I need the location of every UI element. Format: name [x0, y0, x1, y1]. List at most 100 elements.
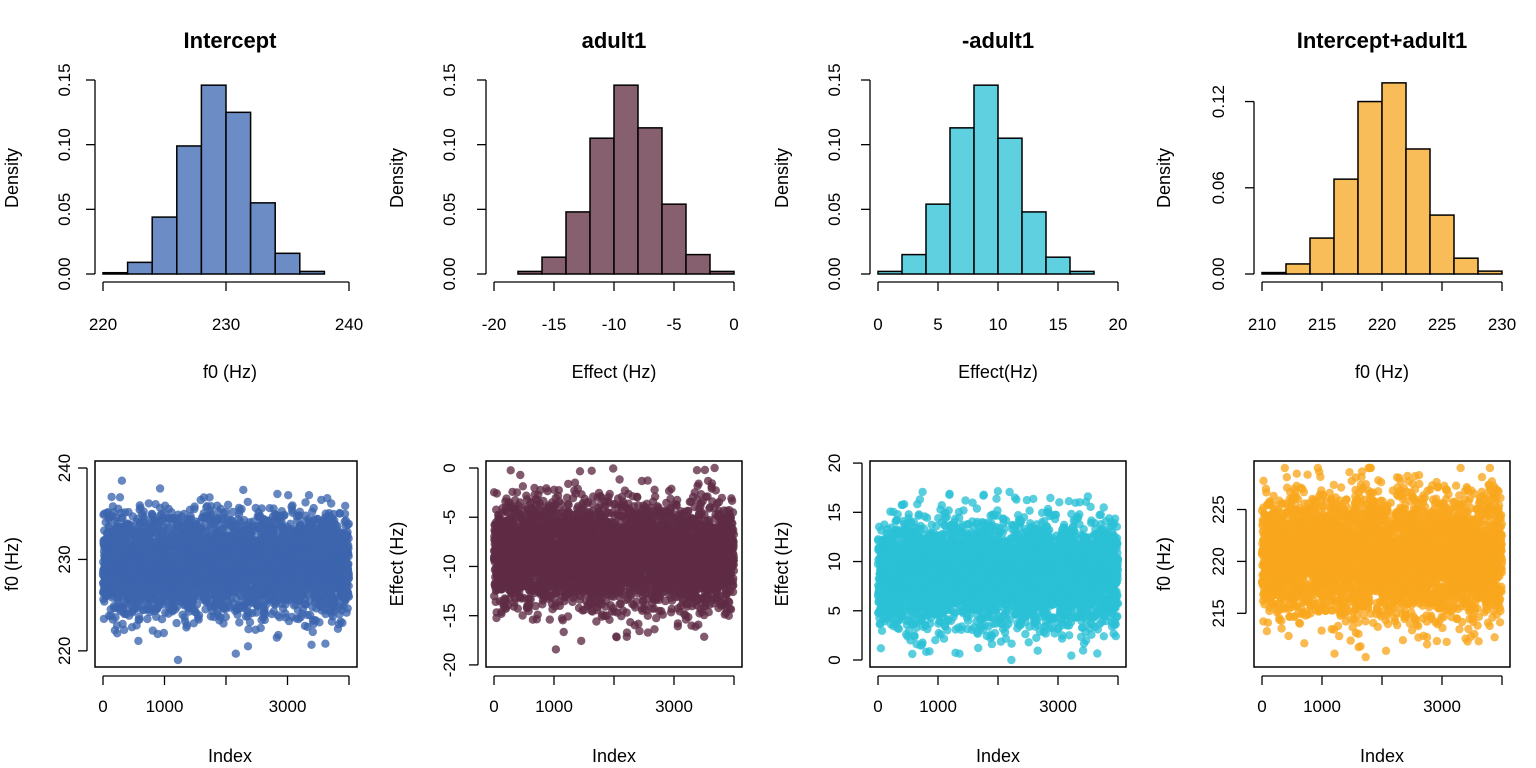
scatter-point — [274, 630, 283, 640]
histogram-bar — [1069, 270, 1095, 275]
scatter-point — [231, 649, 240, 658]
x-tick-label: 240 — [335, 315, 363, 334]
histogram-bar — [877, 270, 903, 275]
x-tick-label: 15 — [1049, 315, 1068, 334]
histogram-bar — [1285, 263, 1311, 275]
scatter-point — [344, 592, 354, 601]
y-axis-label: Density — [387, 148, 407, 208]
y-tick-label: 0.00 — [825, 257, 844, 290]
y-axis-label: Density — [772, 148, 792, 208]
scatter-point — [244, 625, 253, 634]
y-tick-label: 0.05 — [825, 193, 844, 226]
histogram-bar — [249, 202, 276, 275]
histogram-bar — [1453, 257, 1479, 275]
scatter-point — [308, 627, 317, 637]
y-tick-label: 0.10 — [55, 128, 74, 161]
scatter-point — [256, 623, 265, 633]
y-axis-label: Density — [2, 148, 22, 208]
scatter-point — [113, 629, 122, 638]
scatter-point — [172, 618, 181, 628]
chart-title: Intercept+adult1 — [1297, 28, 1468, 53]
scatter-point — [344, 519, 353, 528]
scatter-point — [117, 476, 127, 485]
histogram-bar — [685, 253, 711, 275]
scatter-point — [239, 485, 248, 495]
y-tick-label: 230 — [55, 545, 74, 573]
scatter-point — [492, 489, 501, 498]
scatter-point — [111, 613, 120, 622]
y-tick-label: 0.05 — [55, 193, 74, 226]
scatter-point — [205, 493, 214, 502]
scatter-point — [135, 615, 144, 624]
scatter-point — [284, 491, 293, 500]
chart-title: Intercept — [184, 28, 278, 53]
scatter-points — [489, 463, 739, 654]
scatter-point — [245, 618, 255, 627]
scatter-point — [221, 612, 230, 622]
x-tick-label: -10 — [602, 315, 627, 334]
histogram-bar — [299, 270, 326, 275]
histogram-bar — [1261, 271, 1287, 275]
histogram-bar — [1381, 82, 1407, 275]
scatter-point — [107, 492, 116, 502]
scatter-point — [506, 466, 515, 475]
scatter-point — [533, 610, 542, 619]
histogram-bar — [709, 270, 735, 275]
scatter-point — [194, 611, 204, 620]
scatter-point — [173, 655, 183, 665]
histogram-bar — [613, 84, 639, 275]
scatter-point — [518, 482, 528, 491]
histogram-bar — [973, 84, 999, 275]
histogram-bar — [541, 256, 567, 275]
x-axis-label: f0 (Hz) — [203, 362, 257, 382]
scatter-point — [344, 559, 353, 568]
histogram-bar — [901, 253, 927, 275]
scatter-point — [280, 510, 289, 520]
histogram-bar — [1429, 214, 1455, 275]
scatter-point — [341, 501, 350, 511]
y-tick-label: 0.00 — [55, 257, 74, 290]
scatter-point — [119, 625, 129, 635]
histogram-bar — [126, 261, 153, 275]
histogram-bar — [200, 84, 227, 275]
scatter-point — [257, 504, 266, 513]
scatter-point — [344, 581, 353, 590]
scatter-point — [288, 501, 297, 510]
scatter-point — [344, 552, 353, 561]
y-tick-label: 0.10 — [825, 128, 844, 161]
histogram-bar — [1477, 270, 1503, 275]
x-tick-label: 1000 — [146, 697, 184, 716]
histogram-bar — [589, 137, 615, 275]
x-axis-label: Effect (Hz) — [572, 362, 657, 382]
x-tick-label: 225 — [1428, 315, 1456, 334]
histogram-bar — [1357, 100, 1383, 275]
scatter-point — [223, 500, 233, 509]
scatter-point — [344, 573, 354, 583]
scatter-point — [343, 604, 352, 613]
scatter-point — [513, 604, 522, 613]
x-tick-label: 5 — [933, 315, 942, 334]
y-tick-label: 0.06 — [1209, 171, 1228, 204]
histogram-bar — [949, 127, 975, 275]
x-tick-label: 20 — [1109, 315, 1128, 334]
x-tick-label: 220 — [1368, 315, 1396, 334]
y-axis-label: f0 (Hz) — [2, 537, 22, 591]
x-tick-label: -20 — [482, 315, 507, 334]
scatter-point — [321, 639, 330, 648]
x-tick-label: 215 — [1308, 315, 1336, 334]
histogram-bar — [1021, 211, 1047, 275]
scatter-point — [327, 499, 336, 508]
x-tick-label: 210 — [1248, 315, 1276, 334]
scatter-points — [98, 476, 354, 665]
x-tick-label: 220 — [89, 315, 117, 334]
scatter-point — [235, 618, 244, 627]
histogram-bar — [176, 145, 203, 275]
y-tick-label: 220 — [55, 637, 74, 665]
scatter-point — [512, 488, 522, 497]
histogram-bar — [565, 211, 591, 275]
scatter-point — [273, 489, 282, 499]
histogram-bar — [1309, 237, 1335, 275]
